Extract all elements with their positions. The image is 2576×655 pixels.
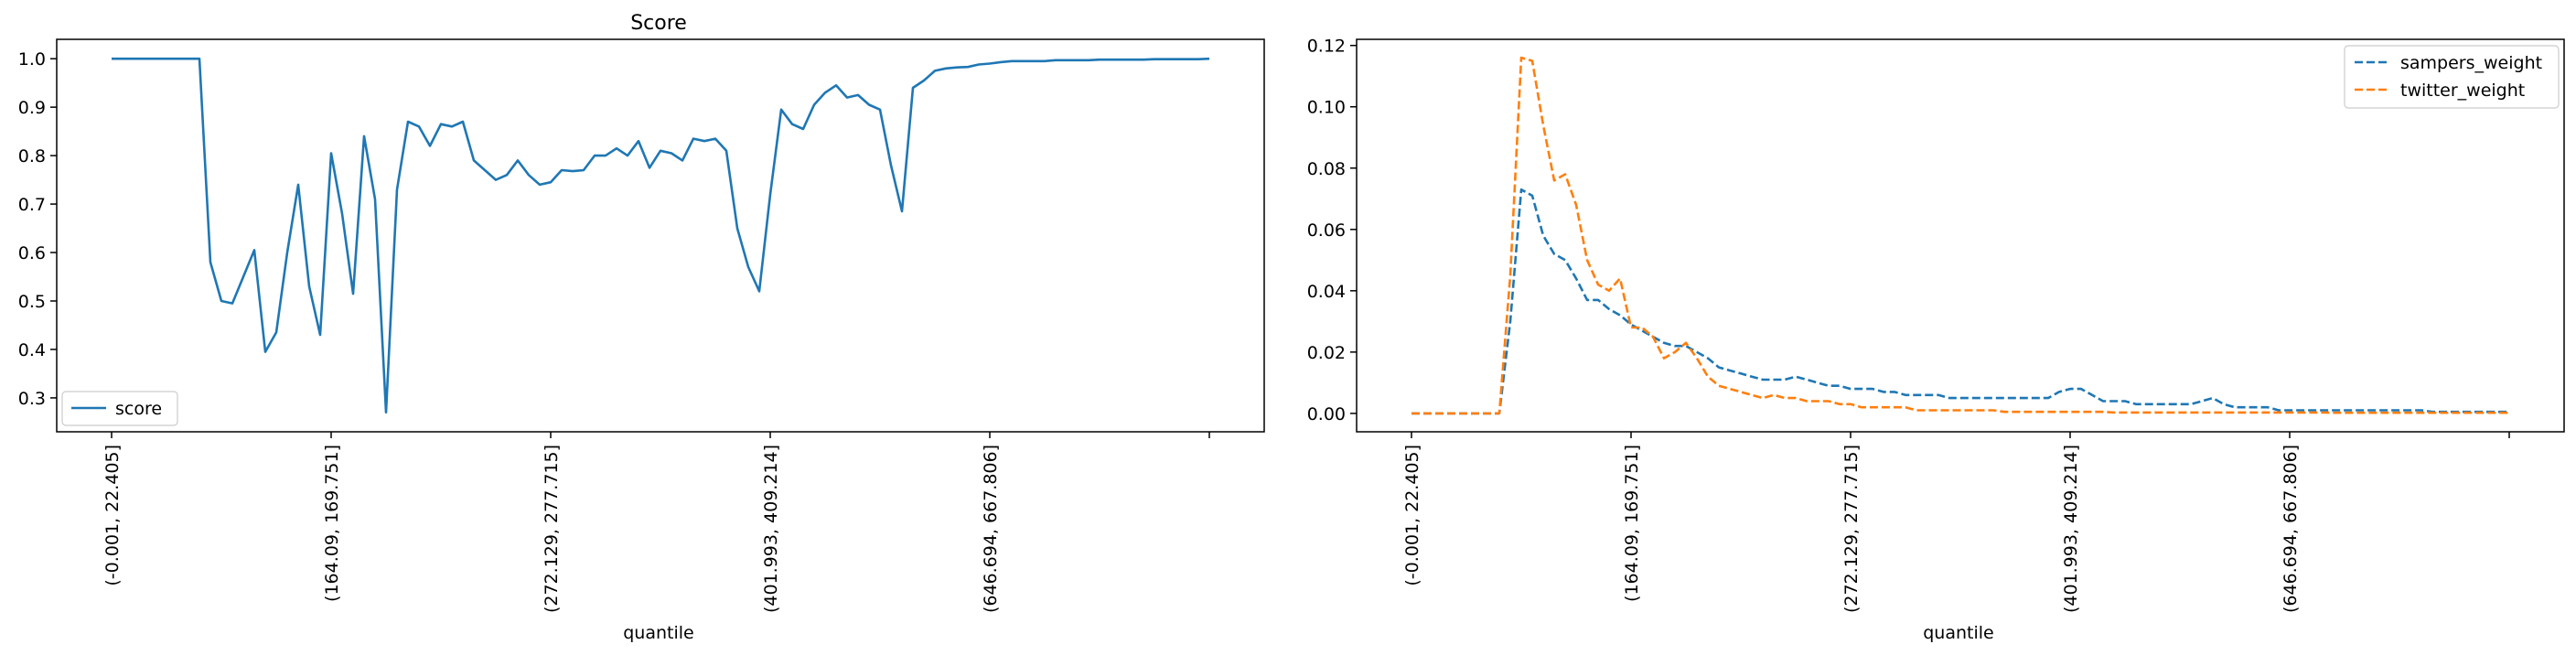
y-tick-label: 0.4: [18, 340, 46, 360]
x-tick-label: (-0.001, 22.405]: [102, 445, 123, 586]
y-tick-label: 0.10: [1307, 98, 1346, 118]
series-lines: [112, 57, 1210, 414]
y-tick-label: 0.06: [1307, 220, 1346, 241]
y-tick-label: 0.12: [1307, 37, 1346, 57]
y-tick-label: 0.02: [1307, 343, 1346, 363]
series-lines: [1411, 56, 2509, 415]
series-score-line: [112, 57, 1210, 414]
x-tick-label: (-0.001, 22.405]: [1402, 445, 1422, 586]
x-axis: (-0.001, 22.405] (164.09, 169.751] (272.12…: [1402, 432, 2510, 613]
x-tick-label: (646.694, 667.806]: [981, 445, 1001, 613]
legend-label-sampers-weight: sampers_weight: [2400, 53, 2542, 73]
x-tick-label: (401.993, 409.214]: [2061, 445, 2081, 613]
y-tick-label: 0.5: [18, 292, 46, 312]
x-tick-label: (646.694, 667.806]: [2281, 445, 2301, 613]
chart-title: Score: [630, 12, 687, 35]
plot-area-frame: [1356, 38, 2565, 433]
y-tick-label: 0.7: [18, 195, 46, 215]
series-twitter-weight-line: [1411, 56, 2509, 415]
y-tick-label: 0.8: [18, 146, 46, 166]
x-axis-label: quantile: [623, 623, 693, 643]
x-tick-label: (401.993, 409.214]: [761, 445, 781, 613]
y-tick-label: 0.6: [18, 243, 46, 263]
y-tick-label: 0.3: [18, 389, 46, 409]
x-tick-label: (272.129, 277.715]: [542, 445, 562, 613]
y-tick-label: 0.04: [1307, 282, 1346, 302]
weights-chart: 0.00 0.02 0.04 0.06 0.08 0.10 0.12 (-0.001, 22…: [1307, 37, 2565, 643]
y-axis: 0.00 0.02 0.04 0.06 0.08 0.10 0.12: [1307, 37, 1357, 424]
x-tick-label: (164.09, 169.751]: [1622, 445, 1642, 602]
legend-label-twitter-weight: twitter_weight: [2400, 81, 2525, 101]
plot-area-frame: [56, 38, 1265, 433]
x-tick-label: (272.129, 277.715]: [1841, 445, 1862, 613]
x-axis: (-0.001, 22.405] (164.09, 169.751] (272.12…: [102, 432, 1210, 613]
y-tick-label: 0.08: [1307, 159, 1346, 179]
x-tick-label: (164.09, 169.751]: [322, 445, 342, 602]
legend-box: [61, 391, 178, 426]
y-axis: 0.3 0.4 0.5 0.6 0.7 0.8 0.9 1.0: [18, 49, 57, 409]
legend-box: [2344, 45, 2560, 109]
series-sampers-weight-line: [1411, 188, 2509, 415]
y-tick-label: 0.00: [1307, 404, 1346, 424]
y-tick-label: 1.0: [18, 49, 46, 70]
x-axis-label: quantile: [1923, 623, 1993, 643]
score-chart: Score 0.3 0.4 0.5 0.6 0.7 0.8 0.9 1.0 (-0.001, …: [18, 12, 1265, 643]
legend-label-score: score: [115, 399, 162, 419]
y-tick-label: 0.9: [18, 98, 46, 118]
legend: score: [61, 391, 178, 426]
legend: sampers_weight twitter_weight: [2344, 45, 2560, 109]
